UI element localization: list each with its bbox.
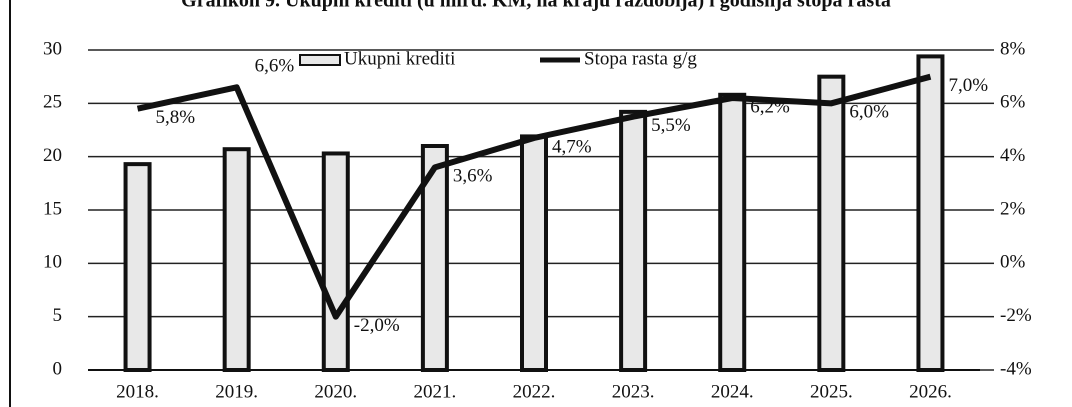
data-label: 6,2% — [750, 96, 790, 117]
y-tick-label: 5 — [53, 305, 63, 326]
data-label: 6,0% — [849, 102, 889, 123]
y-tick-label: 0 — [53, 358, 63, 379]
bar — [520, 134, 548, 372]
y2-tick-label: 4% — [1000, 145, 1026, 166]
y2-tick-label: 6% — [1000, 92, 1026, 113]
y2-tick-label: -2% — [1000, 305, 1032, 326]
x-tick-label: 2021. — [414, 381, 457, 402]
x-tick-label: 2018. — [116, 381, 159, 402]
y-tick-label: 15 — [43, 198, 62, 219]
y2-tick-label: -4% — [1000, 358, 1032, 379]
y-tick-label: 20 — [43, 145, 62, 166]
bar — [817, 74, 846, 373]
x-tick-label: 2022. — [513, 381, 556, 402]
data-label: 5,5% — [651, 115, 691, 136]
y2-tick-label: 8% — [1000, 38, 1026, 59]
x-tick-label: 2026. — [909, 381, 952, 402]
line — [136, 73, 932, 320]
bar — [718, 92, 747, 373]
y2-tick-label: 2% — [1000, 198, 1026, 219]
data-label: -2,0% — [354, 315, 400, 336]
data-label: 4,7% — [552, 136, 592, 157]
x-tick-label: 2025. — [810, 381, 853, 402]
bar — [321, 151, 350, 372]
y-tick-label: 30 — [43, 38, 62, 59]
y-tick-label: 25 — [43, 92, 62, 113]
y-tick-label: 10 — [43, 252, 62, 273]
bar — [619, 109, 648, 372]
legend-label: Ukupni krediti — [344, 48, 455, 69]
bar — [916, 54, 945, 373]
x-tick-label: 2024. — [711, 381, 754, 402]
y2-tick-label: 0% — [1000, 252, 1026, 273]
x-tick-label: 2020. — [314, 381, 357, 402]
legend-swatch — [299, 54, 341, 66]
data-label: 6,6% — [255, 56, 295, 77]
chart-title: Grafikon 9. Ukupni krediti (u mlrd. KM, … — [181, 0, 891, 12]
data-label: 3,6% — [453, 166, 493, 187]
bar — [222, 147, 251, 372]
data-label: 5,8% — [156, 107, 196, 128]
bar — [123, 162, 152, 372]
legend-label: Stopa rasta g/g — [584, 48, 697, 69]
x-tick-label: 2023. — [612, 381, 655, 402]
x-tick-label: 2019. — [215, 381, 258, 402]
data-label: 7,0% — [948, 75, 988, 96]
